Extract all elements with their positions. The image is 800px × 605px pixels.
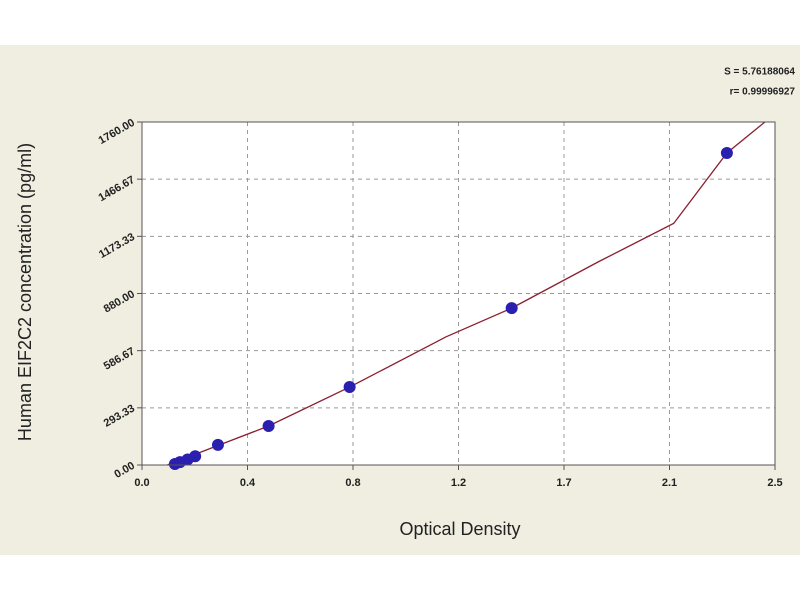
- x-axis-title: Optical Density: [399, 519, 520, 539]
- data-point: [505, 302, 518, 315]
- x-tick-label: 2.1: [662, 477, 677, 489]
- plot-frame: [141, 121, 776, 466]
- x-tick-label: 2.5: [767, 477, 782, 489]
- x-tick-label: 0.8: [345, 477, 360, 489]
- y-axis-title: Human EIF2C2 concentration (pg/ml): [15, 143, 35, 441]
- x-tick-label: 0.4: [240, 477, 256, 489]
- data-point: [720, 146, 733, 159]
- data-point: [343, 381, 356, 394]
- annotation: S = 5.76188064: [724, 67, 795, 78]
- data-point: [262, 420, 275, 433]
- fit-curve: [167, 121, 766, 466]
- x-tick-label: 1.7: [556, 477, 571, 489]
- data-point: [189, 450, 202, 463]
- marks: [167, 121, 766, 471]
- annotation: r= 0.99996927: [730, 87, 796, 98]
- x-tick-label: 0.0: [134, 477, 149, 489]
- data-point: [211, 438, 224, 451]
- x-tick-label: 1.2: [451, 477, 466, 489]
